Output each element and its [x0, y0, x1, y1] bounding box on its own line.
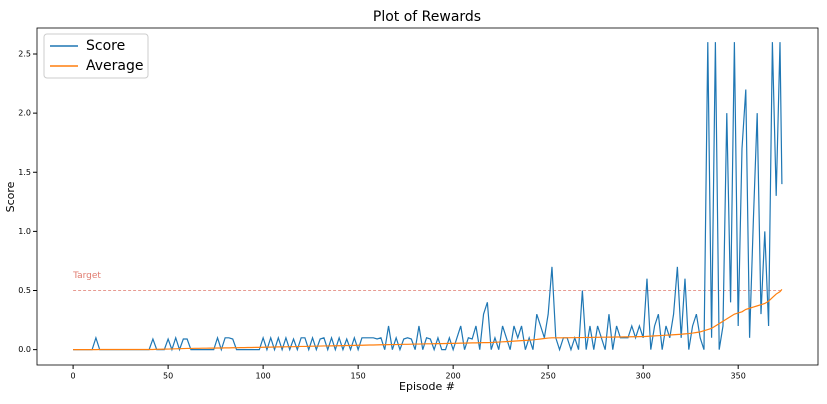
x-tick-label: 200: [446, 372, 461, 381]
x-tick-label: 50: [163, 372, 173, 381]
x-tick-label: 100: [255, 372, 270, 381]
y-tick-label: 0.5: [18, 286, 31, 295]
x-tick-label: 300: [636, 372, 651, 381]
x-tick-label: 0: [71, 372, 76, 381]
y-tick-label: 1.5: [18, 168, 31, 177]
y-tick-label: 0.0: [18, 345, 31, 354]
series-line: [73, 288, 783, 351]
y-tick-label: 1.0: [18, 227, 31, 236]
legend-box: [43, 33, 149, 79]
x-tick-label: 250: [541, 372, 556, 381]
y-axis-label: Score: [4, 181, 17, 212]
y-tick-label: 2.0: [18, 109, 31, 118]
x-tick-label: 350: [731, 372, 746, 381]
legend-label: Average: [86, 58, 144, 74]
chart-title: Plot of Rewards: [373, 9, 481, 25]
x-axis-label: Episode #: [399, 380, 455, 393]
plot-area: [36, 27, 819, 366]
x-tick-label: 150: [351, 372, 366, 381]
target-label: Target: [72, 271, 101, 281]
legend-label: Score: [86, 38, 125, 54]
y-tick-label: 2.5: [18, 50, 31, 59]
series-line: [73, 42, 783, 352]
